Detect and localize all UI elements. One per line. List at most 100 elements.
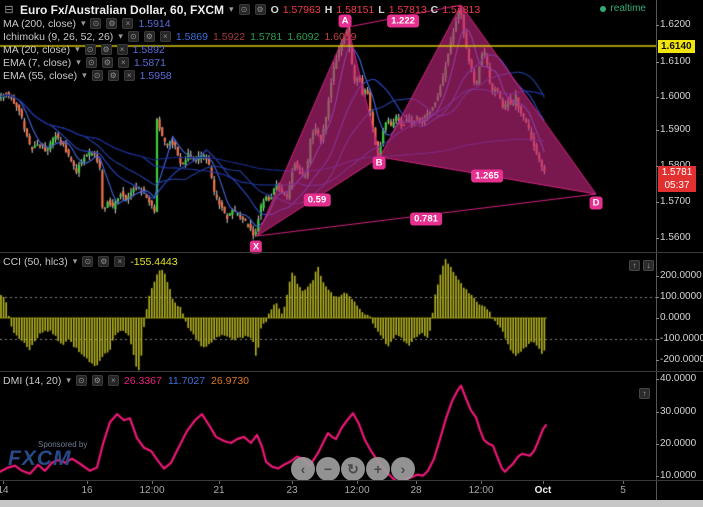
page-background-strip	[0, 500, 703, 507]
eye-icon[interactable]: ⊙	[90, 18, 102, 29]
gear-icon[interactable]: ⚙	[254, 4, 266, 15]
dmi-title[interactable]: DMI (14, 20)	[3, 374, 62, 387]
pattern-ratio-label[interactable]: 0.59	[303, 193, 331, 207]
pattern-ratio-label[interactable]: 0.781	[410, 212, 442, 226]
dmi-value: 11.7027	[167, 374, 206, 387]
indicator-name[interactable]: MA (200, close)	[3, 17, 76, 30]
eye-icon[interactable]: ⊙	[127, 31, 139, 42]
time-tick-mark	[416, 481, 417, 484]
time-tick-label: 12:00	[468, 485, 494, 496]
time-tick-label: 23	[286, 485, 298, 496]
move-pane-up-button[interactable]: ↑	[629, 260, 640, 271]
scroll-left-button[interactable]: ‹	[291, 457, 315, 481]
chevron-down-icon[interactable]: ▾	[66, 375, 71, 385]
cci-tick-label: 0.0000	[656, 312, 691, 323]
time-tick-label: 16	[81, 485, 93, 496]
cci-canvas[interactable]	[0, 253, 656, 371]
move-pane-down-button[interactable]: ↓	[643, 260, 654, 271]
indicator-row: EMA (7, close) ▾ ⊙ ⚙ × 1.5871	[3, 56, 480, 69]
main-chart-canvas[interactable]	[0, 0, 656, 252]
chevron-down-icon[interactable]: ▾	[229, 4, 234, 14]
close-icon[interactable]: ×	[116, 44, 128, 55]
ohlc-value: 1.57963	[282, 3, 321, 16]
price-tick-label: 1.5600	[656, 232, 691, 243]
move-pane-up-button[interactable]: ↑	[639, 388, 650, 399]
eye-icon[interactable]: ⊙	[82, 256, 94, 267]
ohlc-values: O 1.57963 H 1.58151 L 1.57813 C 1.57813	[271, 4, 481, 16]
collapse-button[interactable]: ⊟	[4, 4, 14, 16]
indicator-value: 1.5914	[138, 17, 171, 30]
eye-icon[interactable]: ⊙	[85, 57, 97, 68]
eye-icon[interactable]: ⊙	[91, 70, 103, 81]
pattern-point-label[interactable]: A	[338, 14, 352, 28]
chevron-down-icon[interactable]: ▾	[76, 57, 81, 67]
price-axis[interactable]: 1.6200 1.6100 1.6000 1.5900 1.5800 1.5700 1.56…	[655, 0, 703, 500]
price-tick-label: 1.6000	[656, 91, 691, 102]
gear-icon[interactable]: ⚙	[106, 18, 118, 29]
chevron-down-icon[interactable]: ▾	[118, 31, 123, 41]
indicator-row: EMA (55, close) ▾ ⊙ ⚙ × 1.5958	[3, 69, 480, 82]
cci-tick-label: -200.0000	[655, 354, 703, 366]
cci-title[interactable]: CCI (50, hlc3)	[3, 255, 68, 268]
pane-divider[interactable]	[0, 371, 703, 372]
indicator-value: 1.5869	[175, 30, 208, 43]
pattern-point-label[interactable]: X	[249, 240, 263, 254]
realtime-label: realtime	[610, 3, 646, 14]
last-price-label: 1.5781	[658, 166, 696, 179]
dmi-pane: Sponsored by FXCM DMI (14, 20) ▾ ⊙ ⚙ × 2…	[0, 372, 656, 481]
realtime-badge: realtime	[600, 3, 646, 14]
time-axis[interactable]: 14 16 12:00 21 23 12:00 28 12:00 Oct 5	[0, 481, 656, 500]
eye-icon[interactable]: ⊙	[238, 4, 250, 15]
close-icon[interactable]: ×	[117, 57, 129, 68]
indicator-value: 1.6059	[324, 30, 357, 43]
indicator-name[interactable]: Ichimoku (9, 26, 52, 26)	[3, 30, 114, 43]
chevron-down-icon[interactable]: ▾	[82, 70, 87, 80]
gear-icon[interactable]: ⚙	[100, 44, 112, 55]
close-icon[interactable]: ×	[123, 70, 135, 81]
zoom-in-button[interactable]: +	[366, 457, 390, 481]
indicator-name[interactable]: EMA (7, close)	[3, 56, 72, 69]
ohlc-value: 1.57813	[442, 3, 481, 16]
pattern-point-label[interactable]: B	[372, 156, 386, 170]
chevron-down-icon[interactable]: ▾	[80, 18, 86, 28]
indicator-value: 1.6092	[287, 30, 320, 43]
indicator-name[interactable]: EMA (55, close)	[3, 69, 78, 82]
time-tick-label: 5	[620, 485, 626, 496]
ohlc-label: L	[378, 3, 385, 16]
indicator-value: 1.5781	[250, 30, 283, 43]
pattern-point-label[interactable]: D	[589, 196, 603, 210]
close-icon[interactable]: ×	[122, 18, 134, 29]
gear-icon[interactable]: ⚙	[107, 70, 119, 81]
gear-icon[interactable]: ⚙	[91, 375, 103, 386]
pane-divider	[0, 480, 703, 481]
reset-view-button[interactable]: ↻	[341, 457, 365, 481]
pattern-ratio-label[interactable]: 1.265	[471, 169, 503, 183]
pane-divider[interactable]	[0, 252, 703, 253]
gear-icon[interactable]: ⚙	[101, 57, 113, 68]
price-tick-label: 1.5800	[656, 160, 691, 172]
symbol-title[interactable]: Euro Fx/Australian Dollar, 60, FXCM	[20, 2, 225, 17]
close-icon[interactable]: ×	[114, 256, 126, 267]
dmi-value: 26.9730	[211, 374, 250, 387]
time-tick-mark	[481, 481, 482, 484]
eye-icon[interactable]: ⊙	[75, 375, 87, 386]
indicator-name[interactable]: MA (20, close)	[3, 43, 71, 56]
dmi-tick-label: 40.0000	[655, 373, 697, 384]
scroll-right-button[interactable]: ›	[391, 457, 415, 481]
time-tick-label: 12:00	[139, 485, 165, 496]
pattern-ratio-label[interactable]: 1.222	[387, 14, 419, 28]
zoom-out-button[interactable]: −	[316, 457, 340, 481]
eye-icon[interactable]: ⊙	[84, 44, 96, 55]
cci-tick-label: 100.0000	[656, 291, 702, 302]
ohlc-value: 1.58151	[336, 3, 375, 16]
dmi-tick-label: 10.0000	[655, 470, 697, 481]
main-pane: ⊟ Euro Fx/Australian Dollar, 60, FXCM ▾ …	[0, 0, 656, 254]
close-icon[interactable]: ×	[107, 375, 119, 386]
chevron-down-icon[interactable]: ▾	[75, 44, 80, 54]
gear-icon[interactable]: ⚙	[143, 31, 155, 42]
main-legend: ⊟ Euro Fx/Australian Dollar, 60, FXCM ▾ …	[3, 2, 480, 82]
close-icon[interactable]: ×	[159, 31, 171, 42]
chevron-down-icon[interactable]: ▾	[72, 256, 78, 266]
gear-icon[interactable]: ⚙	[98, 256, 110, 267]
